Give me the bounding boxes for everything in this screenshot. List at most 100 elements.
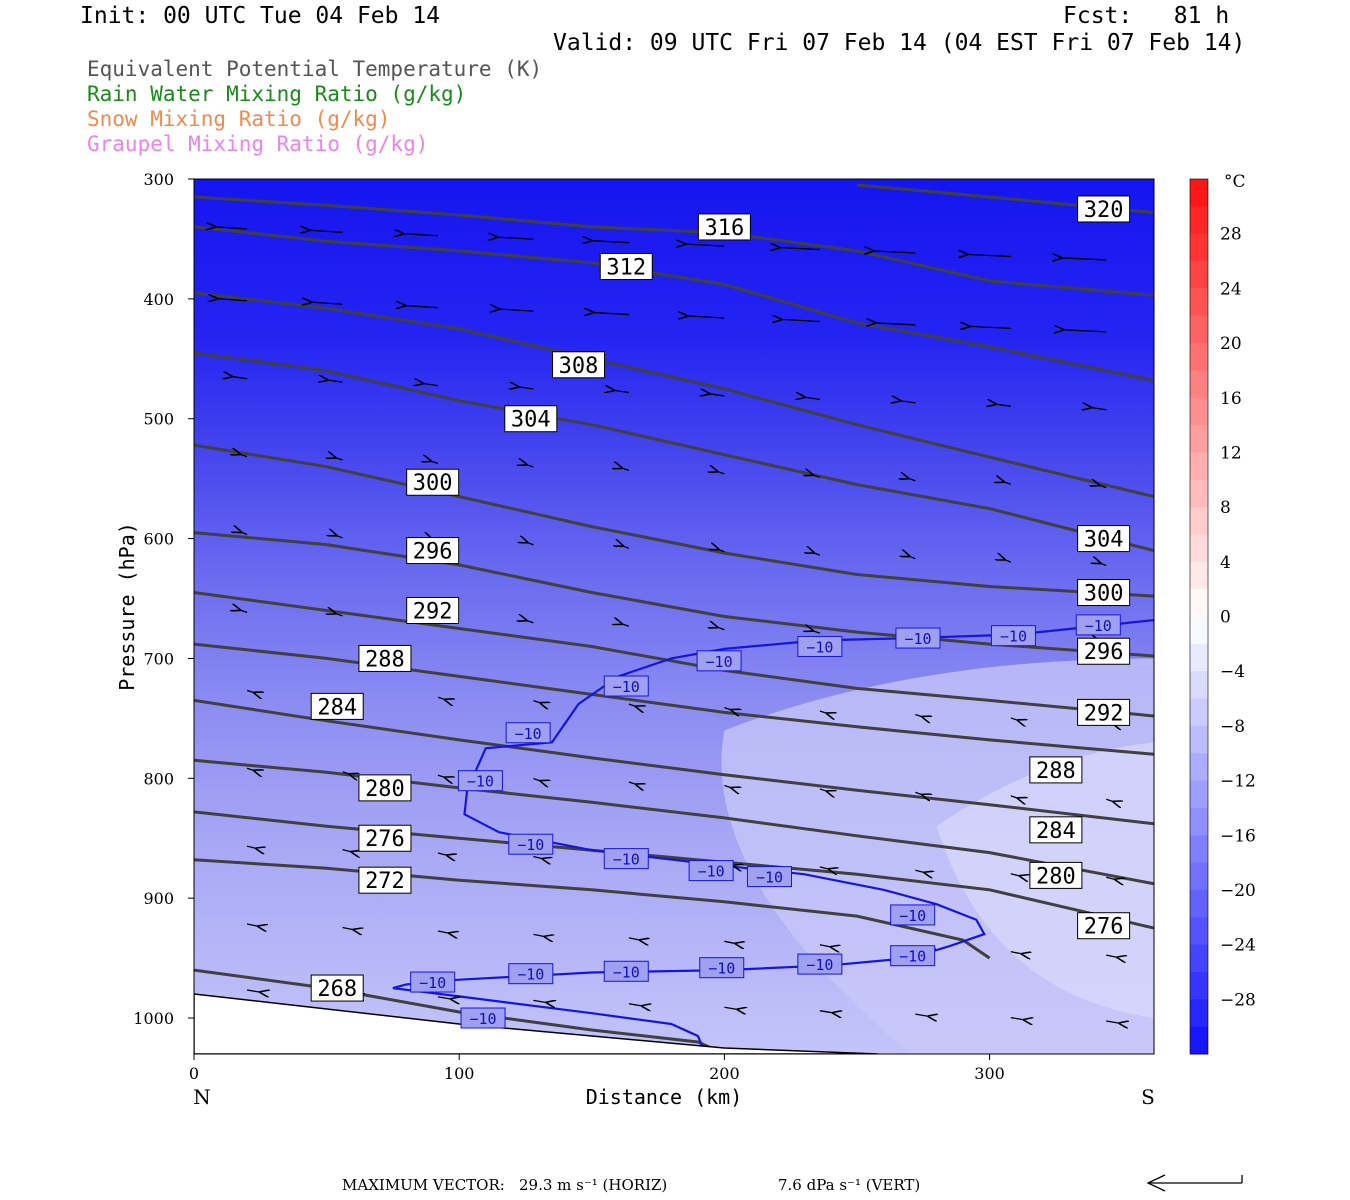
theta-e-label-box <box>1077 698 1131 726</box>
colorbar-tick-label: −4 <box>1220 662 1245 682</box>
colorbar-swatch <box>1190 370 1208 399</box>
wind-vector <box>915 713 921 716</box>
wind-vector <box>533 1000 545 1002</box>
wind-vector <box>686 244 725 246</box>
colorbar-swatch <box>1190 671 1208 700</box>
wind-vector <box>814 631 821 634</box>
wind-vector <box>437 997 450 999</box>
wind-vector <box>233 377 248 379</box>
contour-labels: 268 272 276 280 284 288 292 296 300 304 308 312 316 3… <box>310 195 1131 1029</box>
wind-vector <box>1010 873 1019 876</box>
theta-e-line <box>194 591 1154 718</box>
y-axis-title: Pressure (hPa) <box>115 522 139 691</box>
colorbar-tick-label: 8 <box>1220 498 1231 518</box>
colorbar-swatch <box>1190 616 1208 645</box>
wind-vector <box>246 689 253 692</box>
legend-snow: Snow Mixing Ratio (g/kg) <box>87 107 391 131</box>
theta-e-label-box <box>1077 525 1131 553</box>
temp-label: −10 <box>756 869 783 887</box>
temp-label-box <box>797 953 843 975</box>
colorbar-swatch <box>1190 288 1208 317</box>
temp-label-box <box>688 860 734 882</box>
theta-e-label-box <box>599 252 653 280</box>
theta-e-line <box>194 195 1154 297</box>
theta-e-label: 288 <box>365 647 405 672</box>
wind-vector <box>533 855 541 858</box>
theta-e-label: 300 <box>413 471 453 496</box>
temp-label-box <box>890 904 936 926</box>
theta-e-label: 312 <box>606 255 646 280</box>
theta-e-line <box>194 443 1154 598</box>
wind-vector <box>533 700 539 703</box>
theta-e-label-box <box>1029 756 1083 784</box>
wind-vector <box>337 614 343 617</box>
temp-label-box <box>603 960 649 982</box>
wind-vector <box>1010 1018 1023 1020</box>
temp-label: −10 <box>613 963 640 981</box>
colorbar-swatch <box>1190 807 1208 836</box>
wind-vector <box>997 404 1011 406</box>
wind-vector <box>246 923 257 926</box>
colorbar-tick-label: −8 <box>1220 717 1245 737</box>
wind-vector <box>814 475 821 478</box>
wind-vector <box>310 230 343 232</box>
colorbar-swatch <box>1190 589 1208 617</box>
theta-e-label-box <box>310 974 364 1002</box>
wind-vector <box>909 479 916 482</box>
wind-vector <box>780 248 820 250</box>
theta-e-label-box <box>1077 195 1131 223</box>
wind-vector <box>724 940 734 943</box>
wind-vector <box>1065 330 1107 332</box>
wind-vector <box>628 1004 641 1006</box>
theta-e-line <box>194 291 1154 499</box>
wind-vector <box>1106 1021 1118 1023</box>
wind-vector <box>1101 564 1107 567</box>
theta-e-line <box>194 858 991 960</box>
colorbar-swatch <box>1190 917 1208 946</box>
theta-e-line <box>194 351 1154 553</box>
theta-e-label: 300 <box>1084 582 1124 607</box>
y-tick-label: 900 <box>143 889 174 908</box>
wind-vector <box>628 703 635 706</box>
theta-e-label: 316 <box>705 216 745 241</box>
wind-vector <box>246 767 253 770</box>
temp-label-box <box>696 650 742 672</box>
theta-e-label-box <box>406 537 460 565</box>
legend-rain: Rain Water Mixing Ratio (g/kg) <box>87 82 467 106</box>
temp-label-box <box>603 675 649 697</box>
x-tick-label: 100 <box>444 1064 475 1083</box>
wind-vector <box>437 696 444 699</box>
max-vector-vert: 7.6 dPa s⁻¹ (VERT) <box>778 1176 921 1194</box>
wind-vector <box>533 777 539 781</box>
colorbar-tick-label: 24 <box>1220 279 1242 299</box>
wind-vector <box>1106 954 1116 957</box>
colorbar-swatch <box>1190 179 1208 207</box>
wind-vector <box>338 536 343 539</box>
colorbar-swatch <box>1190 507 1208 535</box>
theta-e-label-box <box>697 213 751 241</box>
max-vector-label: MAXIMUM VECTOR: <box>342 1176 505 1194</box>
wind-vector <box>1010 951 1021 954</box>
colorbar-swatch <box>1190 643 1208 672</box>
terrain-fill <box>194 993 879 1054</box>
max-vector-horiz: 29.3 m s⁻¹ (HORIZ) <box>519 1176 668 1194</box>
y-tick-label: 1000 <box>133 1009 174 1028</box>
colorbar-swatch <box>1190 534 1208 563</box>
colorbar-swatch <box>1190 315 1208 344</box>
temp-label: −10 <box>1000 628 1027 646</box>
wind-vector <box>806 397 820 399</box>
wind-vector <box>874 251 916 253</box>
theta-e-label: 268 <box>317 977 357 1002</box>
wind-vector <box>218 299 248 301</box>
theta-e-label: 296 <box>1084 640 1124 665</box>
plot-frame <box>193 178 1155 1055</box>
wind-vector <box>970 326 1011 328</box>
theta-e-label: 284 <box>1036 819 1076 844</box>
theta-e-label: 272 <box>365 869 405 894</box>
init-time: Init: 00 UTC Tue 04 Feb 14 <box>80 3 441 29</box>
temp-label: −10 <box>806 956 833 974</box>
theta-e-line <box>194 698 1154 826</box>
wind-vector <box>337 458 343 461</box>
theta-e-label: 320 <box>1084 198 1124 223</box>
